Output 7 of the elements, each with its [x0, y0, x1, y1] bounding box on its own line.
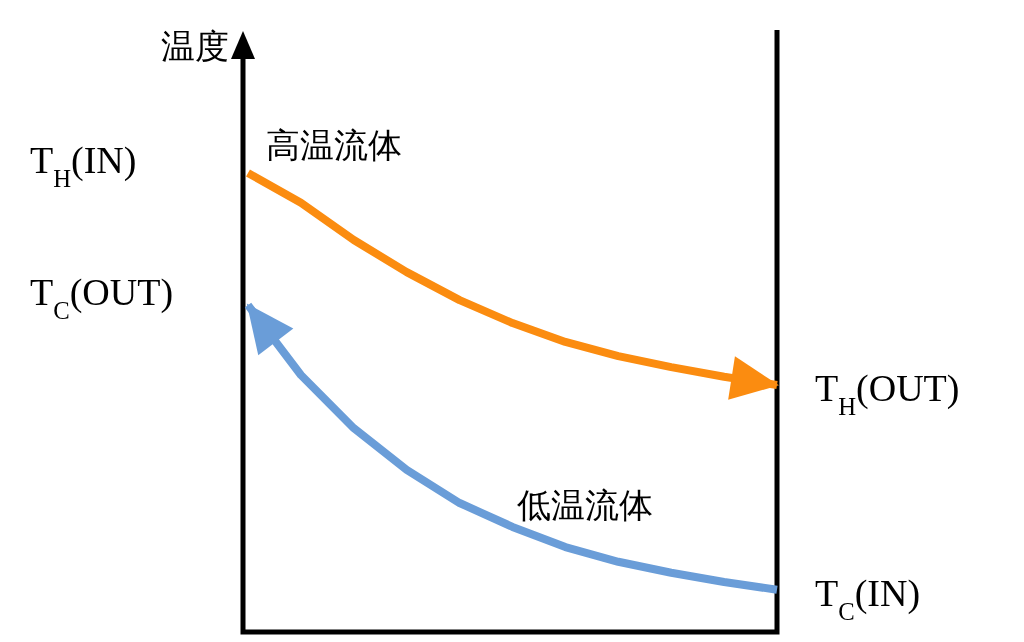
text: T$_{C}$(OUT)	[30, 271, 174, 324]
text: T$_{H}$(OUT)	[815, 367, 960, 420]
series-label: 低温流体	[517, 485, 654, 526]
text: T$_{C}$(IN)	[815, 571, 921, 625]
text: T$_{H}$(IN)	[30, 139, 137, 192]
text: 温度	[161, 26, 229, 66]
series-label: 高温流体	[266, 125, 402, 165]
